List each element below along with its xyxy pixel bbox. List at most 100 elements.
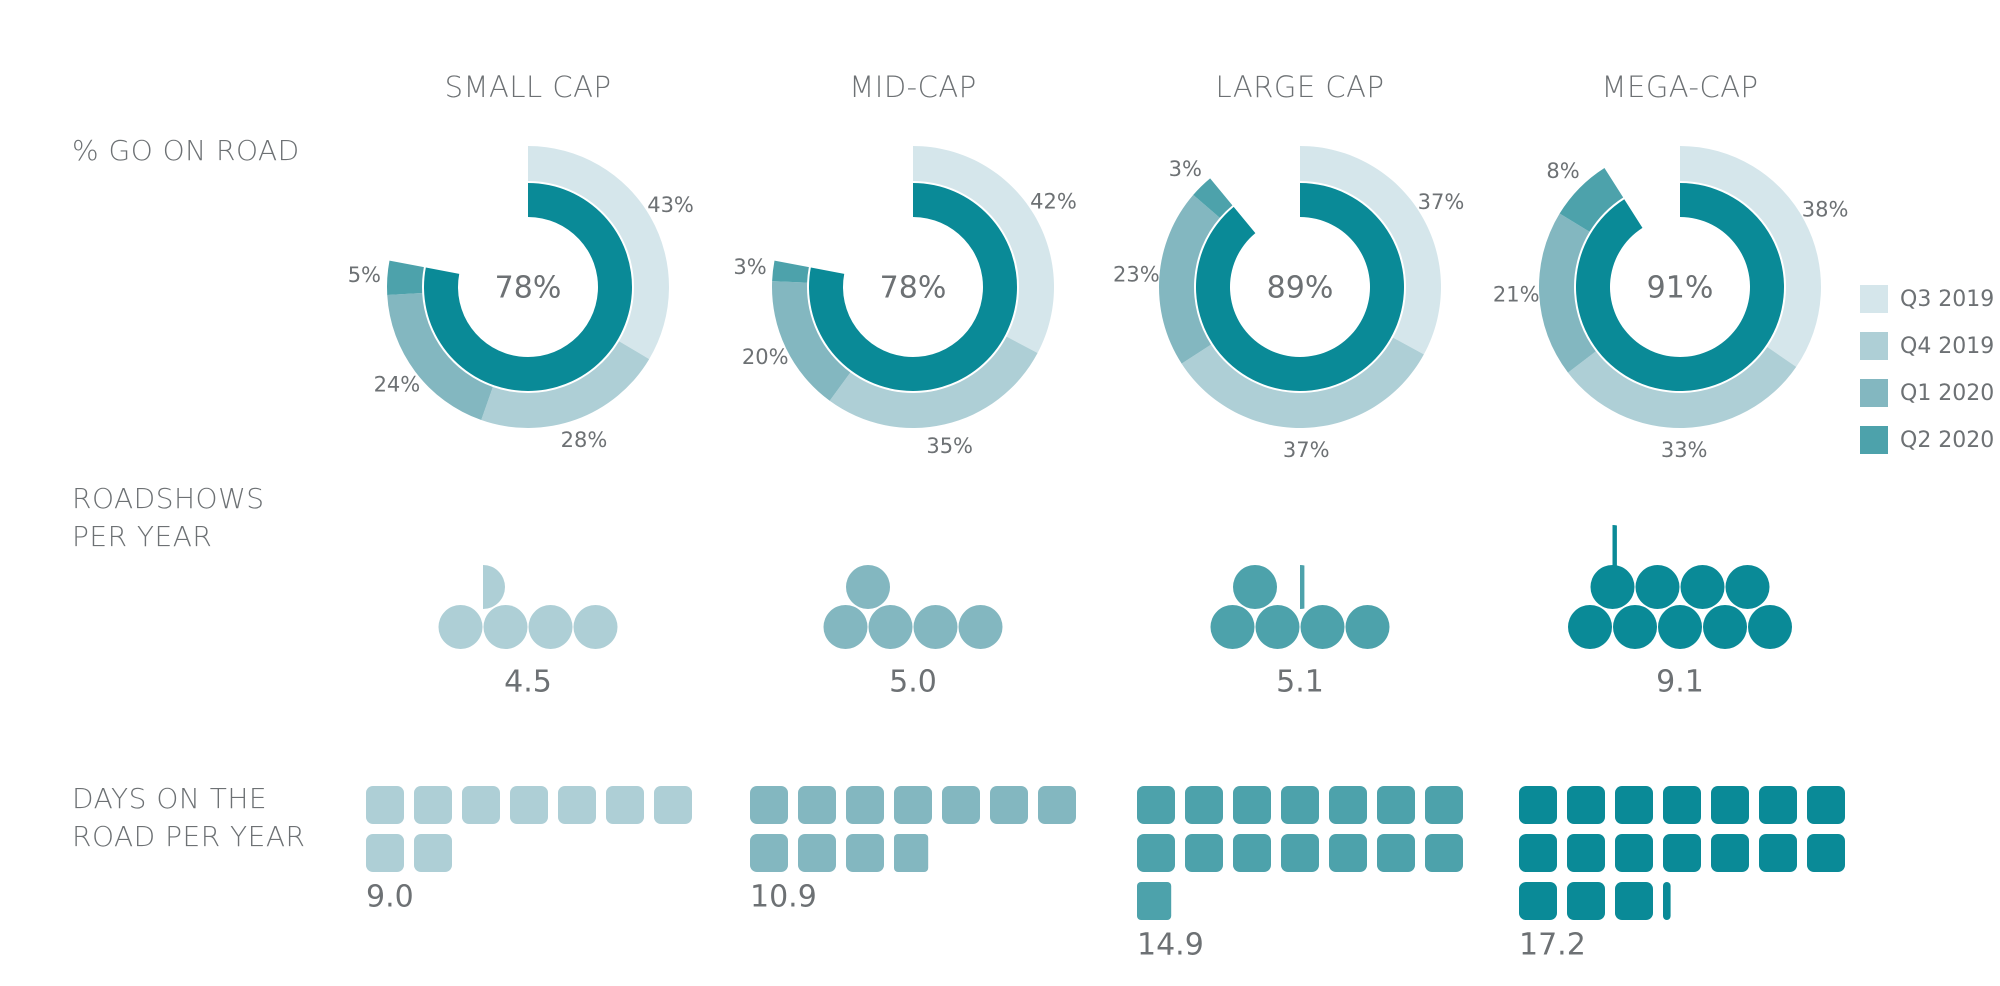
day-block-mega-cap xyxy=(1615,786,1653,824)
days-value-large-cap: 14.9 xyxy=(1137,928,1204,963)
day-block-mega-cap xyxy=(1519,882,1557,920)
legend-label-q3-2019: Q3 2019 xyxy=(1900,286,1995,312)
donut-label-small-cap-q4-2019: 28% xyxy=(561,428,608,452)
donut-label-mid-cap-q4-2019: 35% xyxy=(926,434,973,458)
day-block-mid-cap xyxy=(990,786,1028,824)
col-header-large-cap: LARGE CAP xyxy=(1215,70,1385,104)
donut-label-large-cap-q1-2020: 23% xyxy=(1113,263,1160,287)
day-block-mid-cap xyxy=(798,834,836,872)
roadshow-dot-mega-cap xyxy=(1703,605,1747,649)
donut-label-mid-cap-q1-2020: 20% xyxy=(742,345,789,369)
donut-label-mega-cap-q3-2019: 38% xyxy=(1802,198,1849,222)
donut-center-mid-cap: 78% xyxy=(880,271,947,306)
legend-label-q2-2020: Q2 2020 xyxy=(1900,427,1995,453)
donut-label-mega-cap-q1-2020: 21% xyxy=(1493,283,1540,307)
day-block-mega-cap xyxy=(1711,786,1749,824)
day-block-large-cap xyxy=(1185,834,1223,872)
day-block-mega-cap xyxy=(1759,834,1797,872)
day-block-small-cap xyxy=(462,786,500,824)
day-block-large-cap xyxy=(1137,786,1175,824)
day-block-mega-cap xyxy=(1663,786,1701,824)
day-block-mega-cap xyxy=(1807,834,1845,872)
roadshow-value-small-cap: 4.5 xyxy=(504,665,552,700)
day-block-large-cap xyxy=(1425,834,1463,872)
legend-swatch-q1-2020 xyxy=(1860,379,1888,407)
donut-outer-large-cap-q2-2020 xyxy=(1193,178,1233,218)
donut-label-mega-cap-q2-2020: 8% xyxy=(1546,159,1579,183)
donut-label-large-cap-q4-2019: 37% xyxy=(1283,438,1330,462)
roadshow-dot-large-cap xyxy=(1233,565,1277,609)
row-label-roadshows: ROADSHOWS PER YEAR xyxy=(72,482,265,553)
donut-outer-small-cap-q2-2020 xyxy=(386,260,424,295)
roadshow-dot-large-cap xyxy=(1345,605,1390,649)
roadshow-dot-partial-large-cap xyxy=(1300,565,1305,609)
roadshow-dot-small-cap xyxy=(573,605,618,649)
donut-center-mega-cap: 91% xyxy=(1647,271,1714,306)
donut-outer-mid-cap-q3-2019 xyxy=(913,146,1054,354)
day-block-partial-mega-cap xyxy=(1663,882,1671,920)
day-block-small-cap xyxy=(366,834,404,872)
day-block-large-cap xyxy=(1281,834,1319,872)
roadshow-dot-partial-mega-cap xyxy=(1612,525,1617,569)
donut-label-mid-cap-q2-2020: 3% xyxy=(733,255,766,279)
donut-outer-large-cap-q1-2020 xyxy=(1159,194,1220,364)
donut-outer-mega-cap-q1-2020 xyxy=(1539,213,1596,373)
donut-outer-small-cap-q3-2019 xyxy=(528,146,669,360)
col-header-mid-cap: MID-CAP xyxy=(849,70,977,104)
donut-inner-large-cap xyxy=(1196,183,1404,392)
day-block-mega-cap xyxy=(1807,786,1845,824)
donut-label-small-cap-q1-2020: 24% xyxy=(374,373,421,397)
day-block-mid-cap xyxy=(894,786,932,824)
day-block-large-cap xyxy=(1329,834,1367,872)
day-block-large-cap xyxy=(1233,786,1271,824)
legend-swatch-q2-2020 xyxy=(1860,426,1888,454)
roadshow-value-large-cap: 5.1 xyxy=(1276,665,1324,700)
day-block-large-cap xyxy=(1281,786,1319,824)
days-value-small-cap: 9.0 xyxy=(366,880,414,915)
day-block-large-cap xyxy=(1185,786,1223,824)
roadshow-dot-partial-small-cap xyxy=(483,565,505,609)
day-block-mega-cap xyxy=(1663,834,1701,872)
roadshow-dot-mid-cap xyxy=(958,605,1003,649)
day-block-mid-cap xyxy=(798,786,836,824)
day-block-mega-cap xyxy=(1567,786,1605,824)
donut-outer-mega-cap-q2-2020 xyxy=(1559,167,1624,232)
day-block-small-cap xyxy=(366,786,404,824)
day-block-small-cap xyxy=(654,786,692,824)
day-block-mega-cap xyxy=(1567,834,1605,872)
roadshow-value-mid-cap: 5.0 xyxy=(889,665,937,700)
roadshow-dot-mega-cap xyxy=(1568,605,1612,649)
roadshow-value-mega-cap: 9.1 xyxy=(1656,665,1704,700)
roadshow-dot-small-cap xyxy=(438,605,483,649)
day-block-mega-cap xyxy=(1567,882,1605,920)
roadshow-dot-mega-cap xyxy=(1725,565,1770,609)
legend-label-q1-2020: Q1 2020 xyxy=(1900,380,1995,406)
day-block-mega-cap xyxy=(1615,882,1653,920)
legend: Q3 2019 Q4 2019 Q1 2020 Q2 2020 xyxy=(1860,282,1994,470)
day-block-large-cap xyxy=(1425,786,1463,824)
roadshow-dot-mega-cap xyxy=(1590,565,1635,609)
day-block-partial-large-cap xyxy=(1137,882,1172,920)
donut-outer-mid-cap-q2-2020 xyxy=(772,260,809,283)
roadshow-dot-mid-cap xyxy=(846,565,890,609)
donut-inner-small-cap xyxy=(423,183,632,391)
col-header-small-cap: SMALL CAP xyxy=(444,70,612,104)
roadshow-dot-small-cap xyxy=(528,605,573,649)
day-block-mid-cap xyxy=(942,786,980,824)
roadshow-dot-mid-cap xyxy=(868,605,913,649)
day-block-mid-cap xyxy=(846,834,884,872)
roadshow-dot-mega-cap xyxy=(1658,605,1702,649)
donut-label-mega-cap-q4-2019: 33% xyxy=(1661,438,1708,462)
roadshow-dot-mega-cap xyxy=(1748,605,1792,649)
donut-outer-mid-cap-q4-2019 xyxy=(829,336,1038,428)
day-block-large-cap xyxy=(1137,834,1175,872)
legend-swatch-q3-2019 xyxy=(1860,285,1888,313)
donut-outer-large-cap-q4-2019 xyxy=(1181,337,1424,429)
legend-swatch-q4-2019 xyxy=(1860,332,1888,360)
legend-item-q1-2020: Q1 2020 xyxy=(1860,376,1994,410)
donut-label-large-cap-q2-2020: 3% xyxy=(1169,157,1202,181)
day-block-large-cap xyxy=(1233,834,1271,872)
legend-item-q2-2020: Q2 2020 xyxy=(1860,423,1994,457)
donut-outer-mega-cap-q3-2019 xyxy=(1680,146,1821,367)
